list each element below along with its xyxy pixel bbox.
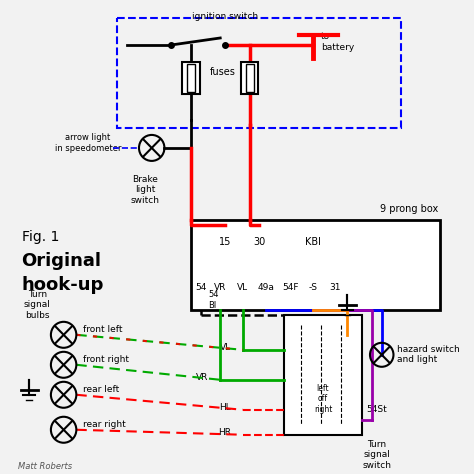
Text: 15: 15	[219, 237, 231, 247]
Text: rear left: rear left	[83, 385, 119, 394]
Text: 49a: 49a	[258, 283, 274, 292]
Text: -S: -S	[309, 283, 318, 292]
Bar	[246, 64, 254, 92]
Text: KBl: KBl	[305, 237, 321, 247]
Text: 30: 30	[253, 237, 265, 247]
Text: 54
Bl: 54 Bl	[209, 291, 219, 310]
Text: 54: 54	[195, 283, 206, 292]
Text: HL: HL	[219, 403, 231, 412]
Text: Turn
signal
bulbs: Turn signal bulbs	[24, 290, 51, 320]
Text: fuses: fuses	[210, 67, 236, 77]
Text: front right: front right	[83, 356, 129, 365]
Bar	[118, 18, 401, 128]
Text: Matt Roberts: Matt Roberts	[18, 462, 72, 471]
Text: front left: front left	[83, 325, 123, 334]
Bar	[191, 220, 440, 310]
Text: VL: VL	[237, 283, 248, 292]
Text: left
off
right: left off right	[314, 384, 332, 414]
Bar	[284, 315, 362, 435]
Text: 54St: 54St	[366, 405, 387, 414]
Bar	[182, 62, 200, 94]
Text: VR: VR	[196, 374, 209, 383]
Text: VL: VL	[220, 343, 231, 352]
Text: arrow light
in speedometer: arrow light in speedometer	[55, 133, 121, 153]
Text: 9 prong box: 9 prong box	[380, 204, 438, 214]
Text: Brake
light
switch: Brake light switch	[130, 175, 159, 205]
Text: to
battery: to battery	[321, 32, 354, 52]
Text: hook-up: hook-up	[21, 276, 104, 294]
Text: HR: HR	[218, 428, 231, 437]
Text: Original: Original	[21, 252, 101, 270]
Bar	[187, 64, 195, 92]
Text: ignition switch: ignition switch	[192, 12, 258, 21]
Text: hazard switch
and light: hazard switch and light	[397, 345, 460, 365]
Text: rear right: rear right	[83, 420, 126, 429]
Text: Turn
signal
switch: Turn signal switch	[362, 440, 392, 470]
Text: VR: VR	[214, 283, 227, 292]
Text: 54F: 54F	[283, 283, 299, 292]
Bar	[241, 62, 258, 94]
Text: Fig. 1: Fig. 1	[21, 230, 59, 244]
Text: 31: 31	[329, 283, 340, 292]
